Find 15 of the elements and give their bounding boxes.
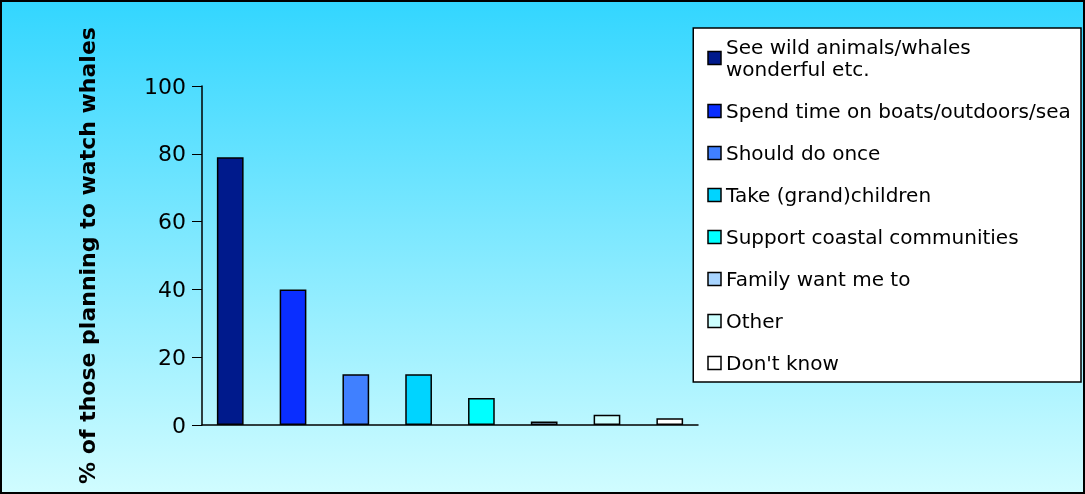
legend-label: Spend time on boats/outdoors/sea bbox=[726, 99, 1071, 123]
y-tick-label: 20 bbox=[158, 344, 186, 370]
legend-label: Take (grand)children bbox=[725, 183, 932, 207]
legend-label: Family want me to bbox=[726, 267, 911, 291]
y-tick-label: 100 bbox=[144, 73, 186, 99]
legend-label: See wild animals/whales wonderful etc. bbox=[726, 35, 978, 81]
y-tick-label: 80 bbox=[158, 141, 186, 167]
legend-label: Other bbox=[726, 309, 784, 333]
y-axis-title: % of those planning to watch whales bbox=[74, 27, 100, 484]
legend-label: Should do once bbox=[726, 141, 881, 165]
y-tick-label: 60 bbox=[158, 209, 186, 235]
y-tick-label: 40 bbox=[158, 276, 186, 302]
legend-label: Support coastal communities bbox=[726, 225, 1019, 249]
y-tick-label: 0 bbox=[172, 412, 186, 438]
legend-label: Don't know bbox=[726, 351, 839, 375]
